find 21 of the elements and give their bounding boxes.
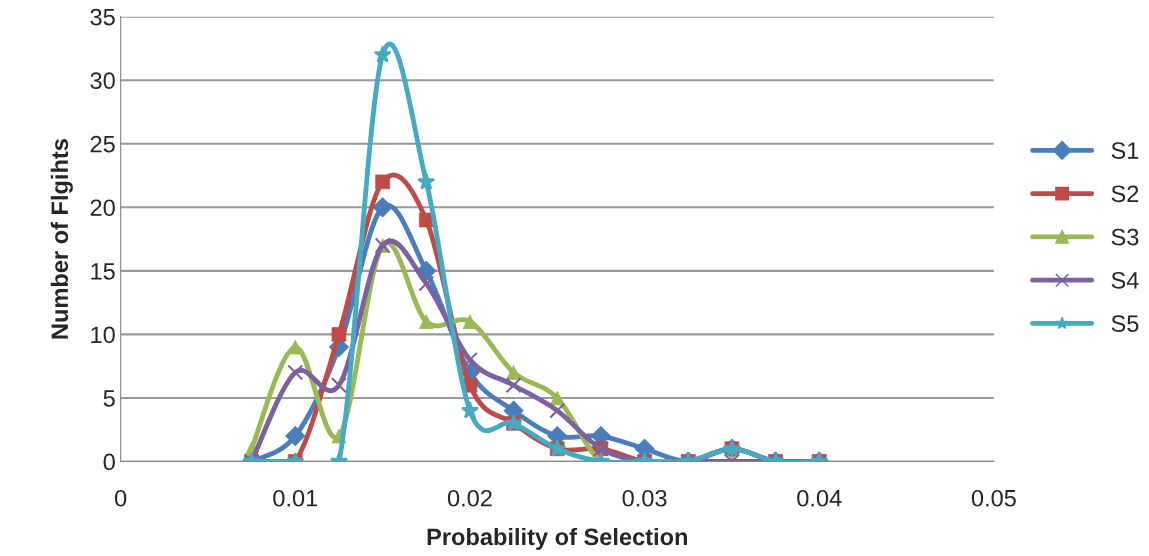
legend-label: S3 (1111, 228, 1139, 246)
x-tick-label: 0 (115, 489, 127, 507)
y-tick-label: 30 (90, 72, 115, 90)
x-axis-title: Probability of Selection (427, 527, 687, 550)
legend-label: S1 (1111, 142, 1139, 159)
y-tick-label: 0 (103, 453, 115, 471)
y-tick-label: 15 (91, 263, 115, 280)
x-tick-label: 0.05 (971, 489, 1016, 507)
x-tick-label: 0.02 (447, 489, 492, 507)
x-tick-label: 0.04 (797, 489, 842, 507)
y-tick-label: 10 (91, 326, 115, 344)
legend-label: S4 (1111, 271, 1139, 289)
x-tick-label: 0.01 (273, 489, 318, 507)
legend-label: S2 (1111, 185, 1139, 203)
y-tick-label: 35 (90, 8, 115, 26)
y-tick-label: 20 (90, 199, 115, 217)
y-tick-label: 5 (103, 390, 115, 407)
x-tick-label: 0.03 (622, 489, 667, 507)
legend-label: S5 (1111, 315, 1139, 332)
y-axis-title: Number of Flgihts (50, 139, 73, 339)
y-tick-label: 25 (90, 135, 115, 153)
